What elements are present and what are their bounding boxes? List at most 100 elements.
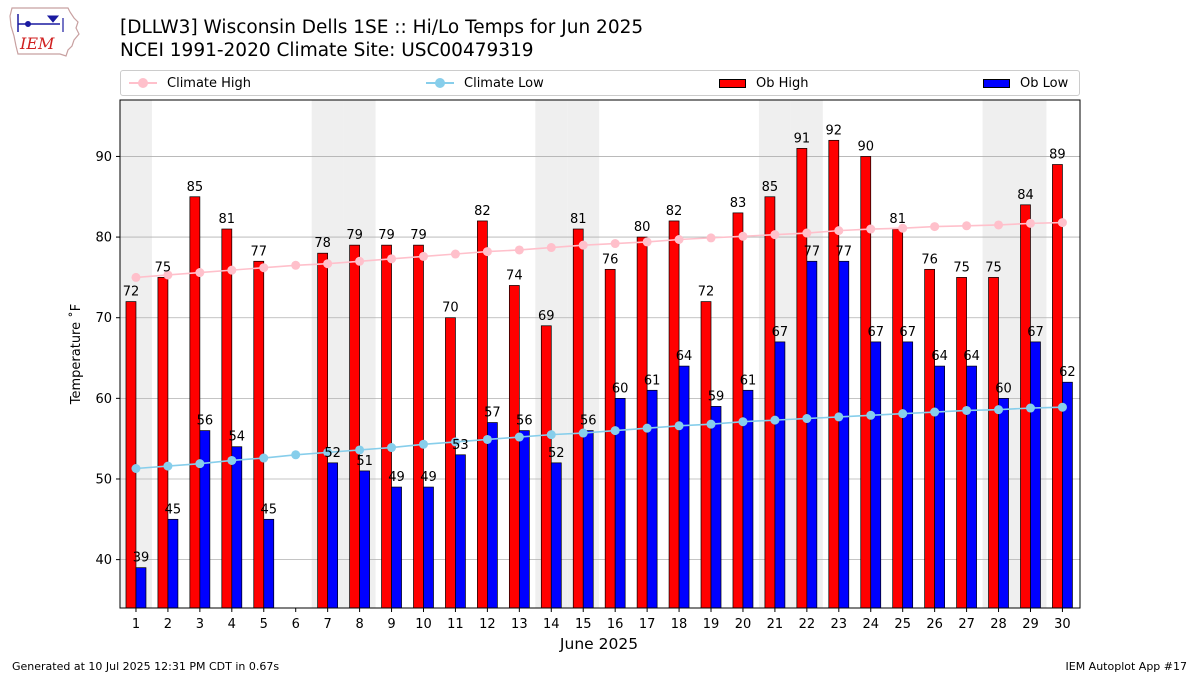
- ob-low-bar: [710, 406, 722, 609]
- climate-high-point: [163, 270, 173, 280]
- ob-low-label: 56: [197, 414, 214, 429]
- ob-low-bar: [263, 518, 275, 609]
- y-axis-label: Temperature ˚F: [68, 304, 84, 405]
- footer-generated-text: Generated at 10 Jul 2025 12:31 PM CDT in…: [12, 660, 280, 673]
- x-tick-label: 17: [639, 617, 656, 632]
- x-tick-label: 7: [324, 617, 332, 632]
- ob-low-bar: [423, 486, 434, 609]
- x-tick-label: 12: [479, 617, 496, 632]
- chart-legend: Climate High Climate Low Ob High Ob Low: [120, 70, 1080, 96]
- climate-high-point: [610, 239, 620, 249]
- ob-low-label: 64: [963, 349, 980, 364]
- ob-low-label: 51: [356, 454, 373, 469]
- footer-app-text: IEM Autoplot App #17: [1065, 660, 1188, 673]
- x-axis-label: June 2025: [559, 635, 638, 653]
- logo-text: IEM: [19, 34, 55, 53]
- climate-low-point: [898, 409, 908, 419]
- ob-high-bar: [988, 277, 999, 609]
- y-tick-label: 60: [95, 392, 112, 407]
- x-tick-label: 25: [894, 617, 911, 632]
- climate-high-point: [802, 228, 812, 238]
- ob-high-label: 84: [1017, 188, 1034, 203]
- x-tick-label: 24: [862, 617, 879, 632]
- climate-high-point: [131, 272, 141, 282]
- weekend-shade: [567, 100, 600, 608]
- iowa-outline-shape: [9, 7, 80, 57]
- climate-low-point: [610, 426, 620, 436]
- climate-high-point: [1057, 218, 1067, 228]
- ob-low-bar: [742, 389, 754, 609]
- weekend-shade: [790, 100, 823, 608]
- ob-high-label: 81: [889, 212, 906, 227]
- ob-high-bar: [764, 196, 776, 609]
- ob-low-bar: [806, 260, 818, 609]
- ob-high-bar: [572, 228, 584, 609]
- iem-logo: IEM: [9, 7, 80, 57]
- legend-label: Climate High: [167, 75, 252, 91]
- ob-low-bar: [902, 341, 914, 609]
- ob-high-bar: [860, 156, 872, 609]
- ob-low-bar: [870, 341, 882, 609]
- climate-low-point: [802, 414, 812, 424]
- ob-low-label: 67: [1027, 325, 1044, 340]
- chart-title: [DLLW3] Wisconsin Dells 1SE :: Hi/Lo Tem…: [120, 17, 644, 38]
- ob-low-bar: [455, 454, 466, 609]
- climate-high-point: [418, 251, 428, 261]
- ob-low-label: 60: [995, 381, 1012, 396]
- weekend-shade: [535, 100, 568, 608]
- ob-low-label: 77: [836, 244, 853, 259]
- ob-low-label: 53: [452, 438, 469, 453]
- climate-high-point: [578, 240, 588, 250]
- x-tick-label: 5: [260, 617, 268, 632]
- ob-high-bar: [956, 277, 967, 609]
- ob-high-bar: [349, 244, 360, 609]
- ob-low-label: 60: [612, 381, 629, 396]
- weekend-shade: [982, 100, 1015, 608]
- climate-high-point: [994, 220, 1004, 230]
- ob-low-label: 77: [804, 244, 821, 259]
- climate-low-point: [642, 423, 652, 433]
- climate-high-point: [227, 265, 237, 275]
- ob-low-label: 52: [548, 446, 565, 461]
- ob-low-label: 64: [676, 349, 693, 364]
- climate-low-point: [195, 459, 205, 469]
- ob-high-label: 91: [794, 131, 811, 146]
- plot-frame: [119, 99, 1081, 609]
- climate-low-point: [994, 405, 1004, 415]
- ob-low-bar: [998, 397, 1009, 609]
- climate-low-point: [706, 419, 716, 429]
- ob-low-bar: [199, 430, 211, 609]
- x-tick-label: 3: [196, 617, 204, 632]
- ob-high-label: 75: [953, 260, 970, 275]
- legend-label: Climate Low: [464, 75, 544, 91]
- ob-high-label: 76: [921, 252, 938, 267]
- climate-high-point: [674, 234, 684, 244]
- climate-low-point: [482, 434, 492, 444]
- legend-line-marker: [129, 78, 157, 88]
- climate-high-point: [514, 245, 524, 255]
- ob-high-label: 90: [857, 139, 874, 154]
- x-tick-label: 15: [575, 617, 592, 632]
- climate-high-point: [291, 260, 301, 270]
- ob-low-label: 56: [516, 414, 533, 429]
- ob-low-label: 67: [772, 325, 789, 340]
- climate-low-point: [291, 450, 301, 460]
- ob-high-bar: [508, 285, 520, 609]
- ob-low-bar: [550, 462, 562, 609]
- ob-low-bar: [774, 341, 786, 609]
- weather-station-icon: [17, 14, 64, 32]
- ob-high-bar: [540, 325, 552, 609]
- climate-low-point: [546, 430, 556, 440]
- x-tick-label: 20: [735, 617, 752, 632]
- climate-high-point: [387, 254, 397, 264]
- climate-high-point: [898, 223, 908, 233]
- y-tick-label: 50: [95, 472, 112, 487]
- climate-high-point: [770, 230, 780, 240]
- climate-low-point: [387, 443, 397, 453]
- x-tick-label: 27: [958, 617, 975, 632]
- climate-high-point: [450, 249, 460, 259]
- x-tick-label: 9: [387, 617, 395, 632]
- ob-low-bar: [1062, 381, 1073, 609]
- ob-low-bar: [646, 389, 658, 609]
- ob-low-label: 54: [229, 430, 246, 445]
